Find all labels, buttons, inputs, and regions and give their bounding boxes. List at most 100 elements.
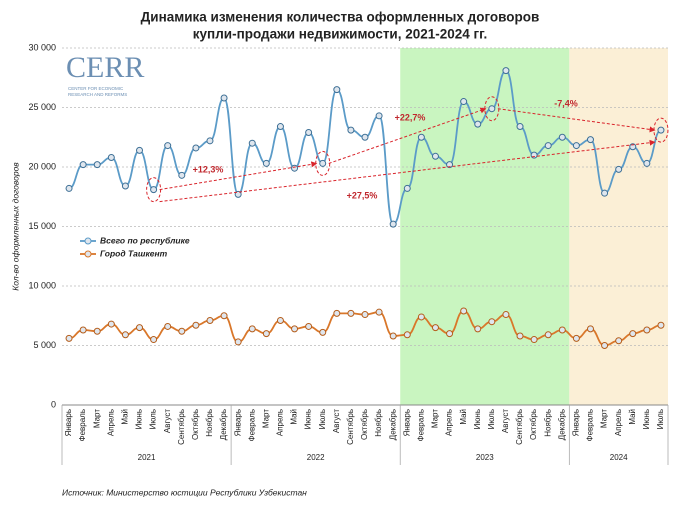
point bbox=[516, 332, 524, 340]
point bbox=[446, 330, 454, 338]
x-tick-label: Март bbox=[431, 409, 440, 428]
chart-title: Динамика изменения количества оформленны… bbox=[141, 10, 540, 25]
x-tick-label: Май bbox=[121, 409, 130, 425]
source: Источник: Министерство юстиции Республик… bbox=[62, 487, 307, 497]
point bbox=[164, 322, 172, 330]
point bbox=[516, 123, 524, 131]
point bbox=[319, 159, 327, 167]
point bbox=[544, 142, 552, 150]
x-tick-label: Июль bbox=[149, 409, 158, 429]
logo: RESEARCH AND REFORMS bbox=[68, 92, 127, 97]
x-tick-label: Февраль bbox=[247, 409, 256, 442]
point bbox=[643, 159, 651, 167]
x-tick-label: Ноябрь bbox=[205, 409, 214, 437]
point bbox=[446, 161, 454, 169]
point bbox=[530, 336, 538, 344]
x-tick-label: Январь bbox=[233, 409, 242, 436]
point bbox=[333, 86, 341, 94]
point bbox=[657, 126, 665, 134]
x-tick-label: Май bbox=[628, 409, 637, 425]
x-tick-label: Ноябрь bbox=[543, 409, 552, 437]
logo: CERR bbox=[66, 51, 144, 84]
point bbox=[178, 327, 186, 335]
annotation-arrow bbox=[497, 108, 656, 133]
point bbox=[136, 146, 144, 154]
point bbox=[305, 128, 313, 136]
point bbox=[375, 112, 383, 120]
year-label: 2024 bbox=[610, 453, 628, 462]
point bbox=[361, 311, 369, 319]
x-tick-label: Август bbox=[163, 409, 172, 433]
x-tick-label: Декабрь bbox=[388, 409, 397, 440]
point bbox=[572, 334, 580, 342]
point bbox=[206, 317, 214, 325]
point bbox=[431, 152, 439, 160]
point bbox=[431, 324, 439, 332]
x-tick-label: Март bbox=[600, 409, 609, 428]
point bbox=[657, 321, 665, 329]
x-tick-label: Май bbox=[459, 409, 468, 425]
point bbox=[291, 325, 299, 333]
point bbox=[502, 311, 510, 319]
y-axis-label: Кол-во оформленных договоров bbox=[10, 162, 20, 291]
point bbox=[333, 309, 341, 317]
y-tick-label: 5 000 bbox=[33, 340, 56, 350]
x-tick-label: Октябрь bbox=[360, 409, 369, 440]
x-tick-label: Июль bbox=[656, 409, 665, 429]
x-tick-label: Февраль bbox=[586, 409, 595, 442]
point bbox=[262, 159, 270, 167]
year-label: 2023 bbox=[476, 453, 494, 462]
point bbox=[629, 330, 637, 338]
x-tick-label: Август bbox=[332, 409, 341, 433]
point bbox=[347, 309, 355, 317]
legend-label: Город Ташкент bbox=[100, 248, 168, 258]
logo: CENTER FOR ECONOMIC bbox=[68, 86, 124, 91]
point bbox=[192, 144, 200, 152]
point bbox=[601, 189, 609, 197]
point bbox=[375, 308, 383, 316]
year-label: 2022 bbox=[307, 453, 325, 462]
point bbox=[488, 105, 496, 113]
point bbox=[220, 312, 228, 320]
x-tick-label: Март bbox=[261, 409, 270, 428]
point bbox=[615, 337, 623, 345]
x-tick-label: Апрель bbox=[106, 409, 115, 436]
point bbox=[220, 94, 228, 102]
point bbox=[107, 320, 115, 328]
annotation-arrow bbox=[328, 107, 487, 164]
point bbox=[234, 338, 242, 346]
x-tick-label: Январь bbox=[402, 409, 411, 436]
x-tick-label: Декабрь bbox=[557, 409, 566, 440]
point bbox=[502, 67, 510, 75]
annotation: +27,5% bbox=[347, 190, 378, 200]
legend-marker bbox=[84, 250, 92, 258]
x-tick-label: Декабрь bbox=[219, 409, 228, 440]
point bbox=[474, 325, 482, 333]
x-tick-label: Сентябрь bbox=[346, 409, 355, 445]
point bbox=[291, 164, 299, 172]
legend-marker bbox=[84, 237, 92, 245]
point bbox=[121, 331, 129, 339]
point bbox=[643, 326, 651, 334]
point bbox=[474, 120, 482, 128]
chart-title: купли-продажи недвижимости, 2021-2024 гг… bbox=[193, 27, 487, 42]
x-tick-label: Апрель bbox=[276, 409, 285, 436]
point bbox=[65, 334, 73, 342]
point bbox=[403, 184, 411, 192]
y-tick-label: 0 bbox=[51, 399, 56, 409]
x-tick-label: Январь bbox=[64, 409, 73, 436]
x-tick-label: Февраль bbox=[78, 409, 87, 442]
point bbox=[389, 220, 397, 228]
point bbox=[150, 336, 158, 344]
point bbox=[347, 126, 355, 134]
point bbox=[178, 171, 186, 179]
x-tick-label: Май bbox=[290, 409, 299, 425]
point bbox=[93, 161, 101, 169]
x-tick-label: Октябрь bbox=[529, 409, 538, 440]
point bbox=[305, 322, 313, 330]
point bbox=[164, 142, 172, 150]
point bbox=[319, 328, 327, 336]
point bbox=[488, 318, 496, 326]
point bbox=[417, 313, 425, 321]
